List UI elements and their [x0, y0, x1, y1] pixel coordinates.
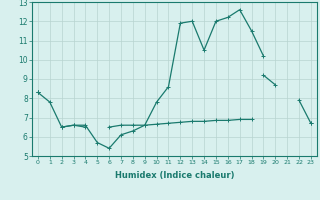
X-axis label: Humidex (Indice chaleur): Humidex (Indice chaleur): [115, 171, 234, 180]
